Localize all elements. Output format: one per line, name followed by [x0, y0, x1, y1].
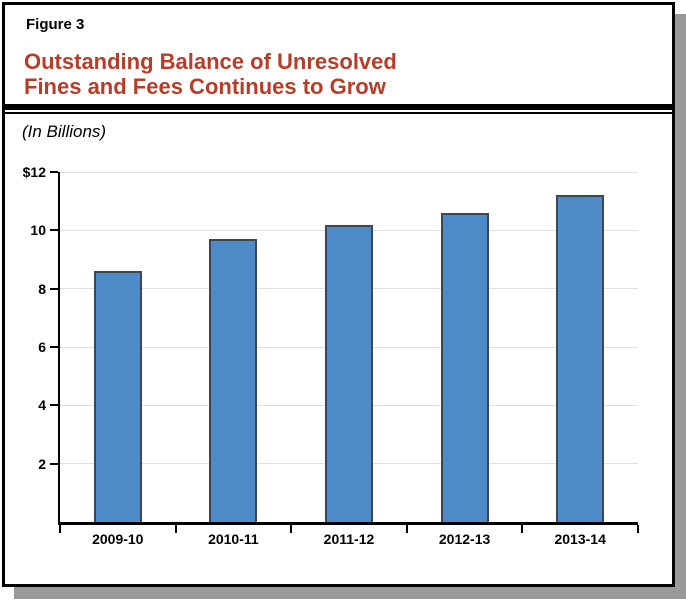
y-tick-4 — [50, 404, 58, 407]
x-tick-3 — [405, 525, 408, 533]
x-category-label-2013-14: 2013-14 — [554, 531, 606, 547]
figure-title: Outstanding Balance of Unresolved Fines … — [24, 49, 397, 99]
y-tick-6 — [50, 346, 58, 348]
bar-2012-13 — [440, 212, 489, 522]
title-divider-rule — [2, 104, 675, 114]
bar-2010-11 — [209, 239, 258, 522]
y-tick-label-2: 2 — [38, 455, 46, 472]
figure-title-line1: Outstanding Balance of Unresolved — [24, 49, 397, 74]
x-category-label-2010-11: 2010-11 — [208, 531, 259, 547]
y-tick-8 — [50, 287, 58, 290]
x-tick-5 — [637, 525, 639, 533]
x-category-label-2011-12: 2011-12 — [323, 531, 375, 547]
axis-ticks-layer: $12 10 8 6 4 2 2009-10 2010-11 2011-12 2012-13 201… — [23, 164, 639, 547]
x-category-label-2009-10: 2009-10 — [92, 531, 144, 547]
gridline-12 — [60, 171, 638, 173]
bar-2013-14 — [556, 195, 605, 522]
y-tick-label-4: 4 — [38, 397, 46, 414]
bars-layer — [60, 172, 638, 522]
y-tick-10 — [50, 229, 58, 232]
units-note: (In Billions) — [22, 122, 107, 141]
bar-2009-10 — [93, 271, 142, 522]
bar-2011-12 — [325, 224, 373, 522]
figure-title-line2: Fines and Fees Continues to Grow — [24, 74, 386, 99]
figure-box: Figure 3 Outstanding Balance of Unresolv… — [2, 2, 675, 587]
x-tick-4 — [521, 525, 524, 533]
y-tick-label-8: 8 — [38, 280, 46, 297]
y-tick-label-6: 6 — [38, 339, 46, 355]
y-tick-label-10: 10 — [30, 222, 46, 239]
figure-label: Figure 3 — [26, 16, 85, 33]
x-tick-0 — [59, 525, 61, 533]
x-tick-1 — [174, 525, 177, 533]
divider-thin-line — [2, 112, 675, 114]
divider-thick-line — [2, 104, 675, 110]
y-tick-12 — [50, 171, 58, 173]
y-tick-2 — [50, 462, 58, 465]
x-category-label-2012-13: 2012-13 — [438, 531, 491, 547]
chart-plot: $12 10 8 6 4 2 2009-10 2010-11 2011-12 2012-13 201… — [23, 164, 639, 547]
y-tick-label-12: $12 — [22, 164, 46, 180]
x-tick-2 — [290, 525, 293, 533]
